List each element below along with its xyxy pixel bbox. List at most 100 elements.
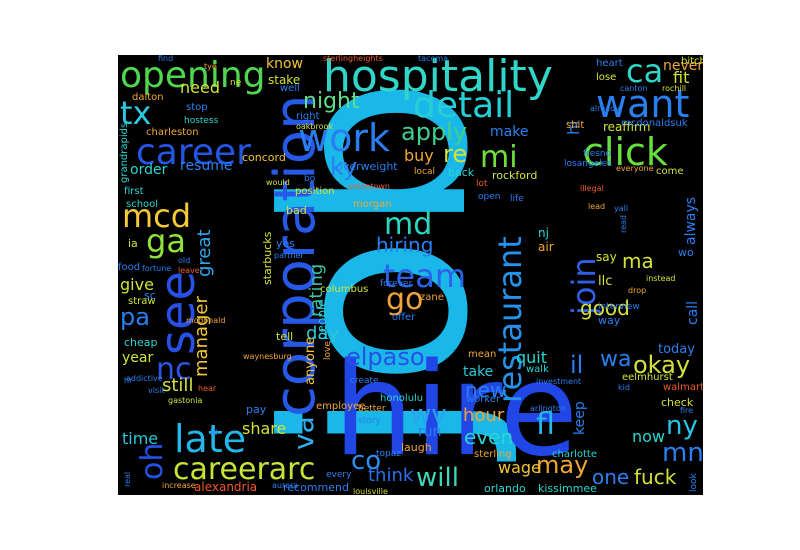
- word-love: love: [323, 341, 333, 360]
- word-stop: stop: [186, 102, 208, 113]
- word-good: good: [580, 296, 630, 320]
- word-concord: concord: [242, 151, 286, 164]
- word-cheap: cheap: [124, 336, 158, 349]
- word-never: never: [663, 58, 703, 74]
- word-always: always: [683, 196, 699, 245]
- word-make: make: [490, 124, 529, 140]
- word-losangeles: losangeles: [564, 159, 612, 169]
- word-read: read: [619, 214, 628, 233]
- word-local: local: [414, 167, 435, 177]
- word-mean: mean: [468, 349, 497, 360]
- word-team: team: [383, 257, 467, 295]
- word-click: click: [583, 130, 668, 174]
- word-time: time: [122, 429, 159, 448]
- word-wv: wv: [410, 400, 447, 430]
- word-worker: worker: [466, 394, 501, 405]
- word-pay: pay: [246, 403, 267, 416]
- word-year: year: [122, 350, 154, 366]
- word-rochill: rochill: [662, 84, 687, 93]
- word-recommend: recommend: [283, 481, 349, 494]
- word-late: late: [174, 417, 247, 461]
- word-nj: nj: [538, 226, 549, 240]
- word-grandrapids: grandrapids: [119, 122, 130, 183]
- word-every: every: [326, 470, 352, 480]
- word-va: va: [287, 416, 320, 450]
- word-gastonia: gastonia: [168, 396, 203, 405]
- word-rockford: rockford: [492, 169, 538, 182]
- word-know: know: [266, 56, 303, 72]
- word-want: want: [596, 82, 690, 126]
- word-position: position: [295, 186, 335, 197]
- word-mi: mi: [480, 140, 518, 175]
- word-llc: llc: [598, 274, 613, 289]
- word-fortune: fortune: [142, 264, 172, 273]
- word-still: still: [162, 375, 194, 396]
- word-morgan: morgan: [353, 199, 392, 210]
- word-ny: ny: [666, 411, 698, 441]
- word-back: back: [448, 166, 475, 179]
- word-topaz: topaz: [376, 449, 401, 459]
- word-arlington: arlington: [530, 404, 566, 413]
- word-okay: okay: [633, 351, 691, 379]
- word-wa: wa: [600, 347, 632, 372]
- word-increase: increase: [162, 481, 196, 490]
- word-day: day: [306, 323, 340, 344]
- word-ga: ga: [146, 222, 186, 260]
- word-buy: buy: [404, 146, 434, 165]
- word-pa: pa: [120, 303, 150, 331]
- word-leave: leave: [178, 266, 200, 275]
- word-zane: zane: [420, 292, 444, 303]
- word-may: may: [536, 451, 589, 479]
- word-fit: fit: [673, 68, 690, 87]
- word-uniontown: uniontown: [348, 182, 390, 191]
- word-open: open: [478, 192, 501, 202]
- word-run: run: [418, 424, 442, 440]
- word-well: well: [280, 83, 300, 94]
- word-anyone: anyone: [303, 336, 318, 385]
- word-bad: bad: [286, 204, 307, 217]
- word-orlando: orlando: [484, 482, 526, 495]
- word-id: id: [210, 428, 218, 437]
- word-school: school: [126, 199, 159, 210]
- word-tx: tx: [120, 94, 152, 132]
- word-sc: sc: [144, 289, 156, 302]
- word-careerarc: careerarc: [173, 452, 316, 487]
- word-tell: tell: [276, 330, 294, 343]
- word-straw: straw: [128, 296, 156, 307]
- word-fire: fire: [680, 406, 694, 415]
- word-nc: nc: [156, 352, 192, 387]
- word-wo: wo: [678, 246, 694, 259]
- word-way: way: [598, 314, 621, 327]
- word-think: think: [368, 465, 414, 486]
- word-manager: manager: [191, 296, 212, 377]
- word-go: go: [386, 282, 424, 317]
- word-now: now: [632, 427, 666, 446]
- word-mcdonaldsuk: mcdonaldsuk: [621, 118, 688, 129]
- word-already: already: [590, 104, 620, 113]
- word-dalton: dalton: [132, 92, 164, 103]
- word-lose: lose: [596, 72, 617, 83]
- word-wage: wage: [498, 458, 541, 477]
- word-check: check: [661, 396, 694, 409]
- word-mcdonald: mcdonald: [186, 316, 226, 325]
- word-people: people: [315, 299, 329, 340]
- word-visit: visit: [148, 386, 165, 395]
- word-food: food: [118, 262, 141, 273]
- word-even: even: [464, 425, 514, 449]
- word-detail: detail: [413, 85, 515, 126]
- word-forever: forever: [380, 279, 413, 289]
- word-say: say: [596, 250, 617, 264]
- word-better: better: [358, 404, 386, 414]
- word-night: night: [303, 89, 360, 114]
- word-hour: hour: [463, 405, 505, 426]
- word-today: today: [658, 342, 695, 357]
- word-tacoma: tacoma: [418, 55, 449, 63]
- word-illegal: illegal: [580, 184, 604, 193]
- word-mcd: mcd: [122, 197, 192, 235]
- word-honolulu: honolulu: [380, 393, 424, 404]
- word-stake: stake: [268, 73, 301, 87]
- word-old: old: [178, 256, 191, 265]
- word-need: need: [180, 78, 220, 97]
- word-bo: bo: [304, 174, 316, 184]
- word-career: career: [136, 132, 251, 173]
